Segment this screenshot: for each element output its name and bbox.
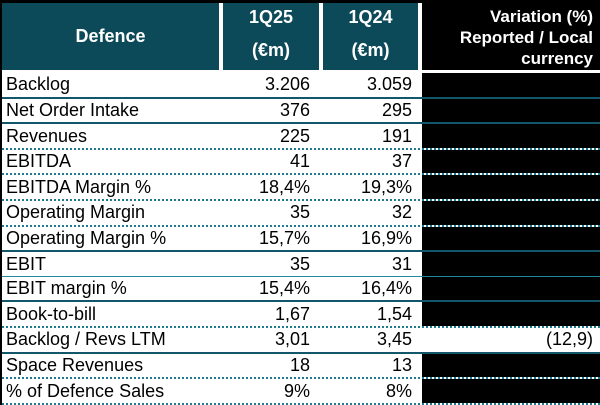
row-label: Backlog [6, 74, 71, 95]
table-body: Backlog 3.206 3.059 Net Order Intake 376 295 R… [2, 73, 600, 405]
row-label: EBIT margin % [6, 278, 127, 299]
table-row: EBIT margin % 15,4% 16,4% [2, 276, 600, 303]
table-row: Backlog 3.206 3.059 [2, 73, 600, 99]
value-variation [422, 252, 600, 276]
value-1q25: 15,7% [258, 227, 310, 248]
value-variation [422, 98, 600, 123]
value-variation [422, 379, 600, 403]
value-1q25: 9% [283, 380, 310, 401]
table-row: Operating Margin 35 32 [2, 201, 600, 227]
table-row: Operating Margin % 15,7% 16,9% [2, 226, 600, 253]
row-label: EBIT [6, 253, 47, 274]
row-label: Space Revenues [6, 355, 144, 375]
value-variation [422, 149, 600, 174]
table-row: EBITDA Margin % 18,4% 19,3% [2, 175, 600, 202]
table-row: Space Revenues 18 13 [2, 353, 600, 380]
value-1q24: 37 [391, 151, 412, 172]
row-label: Revenues [6, 125, 88, 146]
row-label: EBITDA Margin % [6, 176, 152, 197]
header-1q24-unit: (€m) [351, 39, 390, 60]
value-variation [422, 276, 600, 301]
value-1q25: 18 [289, 355, 310, 375]
value-1q24: 13 [391, 355, 412, 375]
row-label: Operating Margin [6, 202, 146, 223]
value-1q24: 8% [385, 380, 412, 401]
row-label: Book-to-bill [6, 303, 97, 324]
value-1q24: 31 [391, 253, 412, 274]
table-row: EBITDA 41 37 [2, 149, 600, 176]
header-1q24: 1Q24 (€m) [323, 3, 422, 70]
value-1q25: 1,67 [274, 303, 310, 324]
table-row: EBIT 35 31 [2, 252, 600, 277]
row-label: Backlog / Revs LTM [6, 329, 166, 350]
value-1q24: 32 [391, 202, 412, 223]
value-1q25: 376 [279, 99, 310, 120]
value-1q24: 3,45 [376, 329, 412, 350]
table-row: Net Order Intake 376 295 [2, 98, 600, 125]
value-variation [422, 226, 600, 251]
row-label: % of Defence Sales [6, 380, 165, 401]
value-1q25: 35 [289, 202, 310, 223]
table-row: % of Defence Sales 9% 8% [2, 379, 600, 405]
value-variation [422, 124, 600, 148]
value-1q25: 35 [289, 253, 310, 274]
value-variation: (12,9) [422, 328, 600, 352]
value-1q24: 16,9% [360, 227, 412, 248]
header-1q25: 1Q25 (€m) [223, 3, 323, 70]
value-1q25: 3,01 [274, 329, 310, 350]
value-1q25: 41 [289, 151, 310, 172]
value-variation [422, 175, 600, 200]
table-header-row: Defence 1Q25 (€m) 1Q24 (€m) Variation (%… [2, 3, 600, 73]
value-variation [422, 353, 600, 378]
value-1q25: 15,4% [258, 278, 310, 299]
header-1q25-unit: (€m) [251, 39, 290, 60]
value-1q24: 1,54 [376, 303, 412, 324]
value-1q24: 3.059 [366, 74, 412, 95]
value-1q24: 191 [381, 125, 412, 146]
value-variation [422, 73, 600, 97]
table-row: Backlog / Revs LTM 3,01 3,45 (12,9) [2, 328, 600, 354]
value-1q24: 295 [381, 99, 412, 120]
row-label: EBITDA [6, 151, 72, 172]
header-variation: Variation (%) Reported / Local currency [422, 3, 600, 70]
table-row: Revenues 225 191 [2, 124, 600, 150]
value-1q24: 19,3% [360, 176, 412, 197]
value-1q25: 18,4% [258, 176, 310, 197]
value-1q25: 3.206 [264, 74, 310, 95]
row-label: Net Order Intake [6, 99, 140, 120]
header-1q25-label: 1Q25 [248, 6, 294, 27]
value-1q25: 225 [279, 125, 310, 146]
header-1q24-label: 1Q24 [348, 6, 393, 27]
value-variation [422, 201, 600, 225]
table-row: Book-to-bill 1,67 1,54 [2, 302, 600, 329]
value-1q24: 16,4% [360, 278, 412, 299]
row-label: Operating Margin % [6, 227, 167, 248]
header-defence: Defence [2, 3, 223, 70]
value-variation [422, 302, 600, 327]
